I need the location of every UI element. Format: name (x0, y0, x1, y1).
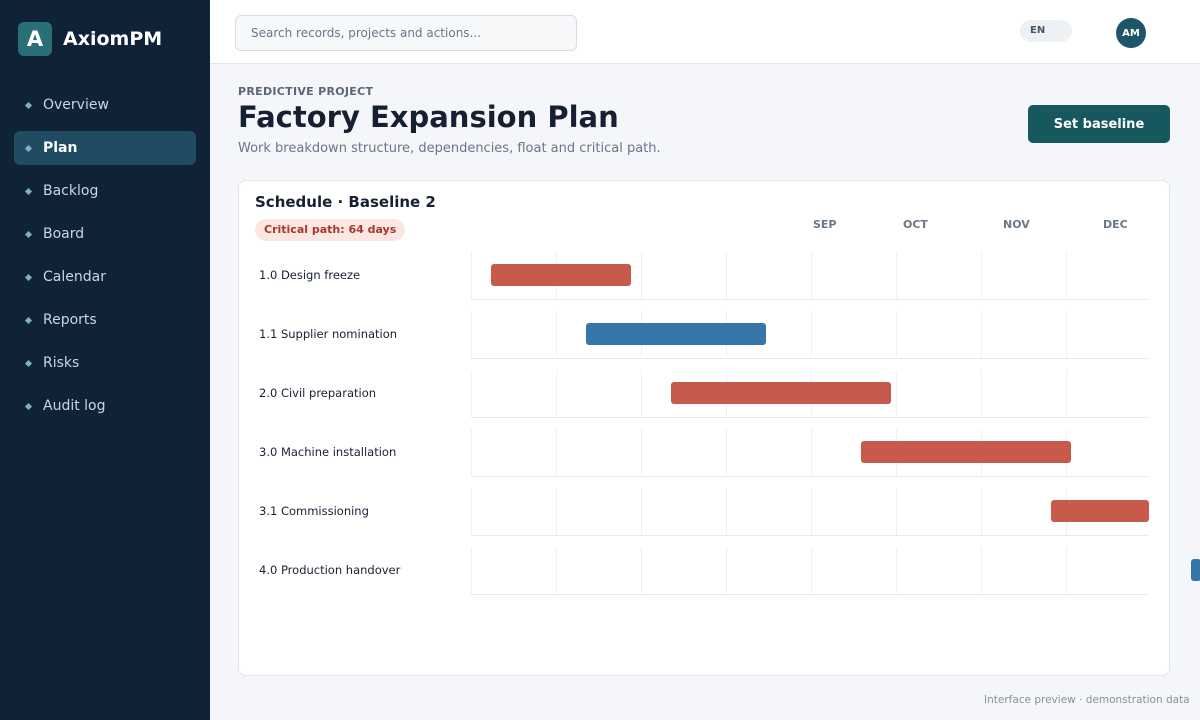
diamond-bullet-icon (24, 187, 33, 196)
task-bar-critical[interactable] (1051, 500, 1149, 522)
app-name: AxiomPM (63, 28, 163, 50)
gantt-row[interactable]: 1.0 Design freeze (239, 252, 1171, 300)
sidebar-item-label: Calendar (43, 269, 106, 285)
app-logo-icon: A (18, 22, 52, 56)
gantt-track (471, 252, 1149, 300)
task-bar-critical[interactable] (861, 441, 1071, 463)
task-bar-critical[interactable] (671, 382, 891, 404)
diamond-bullet-icon (24, 402, 33, 411)
diamond-bullet-icon (24, 273, 33, 282)
task-label: 2.0 Civil preparation (259, 386, 377, 400)
gantt-row[interactable]: 1.1 Supplier nomination (239, 311, 1171, 359)
diamond-bullet-icon (24, 144, 33, 153)
page-subtitle: Work breakdown structure, dependencies, … (238, 141, 661, 156)
month-label-nov: NOV (1003, 218, 1030, 231)
set-baseline-button[interactable]: Set baseline (1028, 105, 1170, 143)
sidebar: A AxiomPM Overview Plan Backlog Board Ca… (0, 0, 210, 720)
sidebar-item-audit-log[interactable]: Audit log (14, 389, 196, 423)
task-bar[interactable] (586, 323, 766, 345)
month-label-oct: OCT (903, 218, 928, 231)
sidebar-item-label: Audit log (43, 398, 106, 414)
avatar[interactable]: AM (1116, 18, 1146, 48)
gantt-row[interactable]: 3.0 Machine installation (239, 429, 1171, 477)
search-input[interactable] (235, 15, 577, 51)
sidebar-item-label: Plan (43, 140, 78, 156)
task-label: 4.0 Production handover (259, 563, 401, 577)
footer-note: Interface preview · demonstration data (984, 694, 1190, 706)
brand[interactable]: A AxiomPM (18, 22, 162, 56)
task-label: 1.1 Supplier nomination (259, 327, 398, 341)
topbar: EN AM (210, 0, 1200, 64)
diamond-bullet-icon (24, 230, 33, 239)
gantt-track (471, 547, 1200, 595)
sidebar-item-label: Board (43, 226, 85, 242)
sidebar-item-label: Overview (43, 97, 109, 113)
gantt-track (471, 370, 1149, 418)
gantt-row[interactable]: 3.1 Commissioning (239, 488, 1171, 536)
sidebar-item-overview[interactable]: Overview (14, 88, 196, 122)
sidebar-item-reports[interactable]: Reports (14, 303, 196, 337)
sidebar-item-calendar[interactable]: Calendar (14, 260, 196, 294)
schedule-title: Schedule · Baseline 2 (255, 193, 436, 211)
sidebar-item-plan[interactable]: Plan (14, 131, 196, 165)
diamond-bullet-icon (24, 316, 33, 325)
gantt-row[interactable]: 2.0 Civil preparation (239, 370, 1171, 418)
diamond-bullet-icon (24, 101, 33, 110)
gantt-track (471, 488, 1149, 536)
sidebar-item-backlog[interactable]: Backlog (14, 174, 196, 208)
task-bar[interactable] (1191, 559, 1200, 581)
sidebar-item-label: Risks (43, 355, 80, 371)
page-title: Factory Expansion Plan (238, 100, 619, 134)
task-label: 3.1 Commissioning (259, 504, 369, 518)
month-label-sep: SEP (813, 218, 837, 231)
task-label: 1.0 Design freeze (259, 268, 361, 282)
language-toggle[interactable]: EN (1020, 20, 1072, 42)
month-label-dec: DEC (1103, 218, 1128, 231)
sidebar-item-label: Reports (43, 312, 97, 328)
task-label: 3.0 Machine installation (259, 445, 397, 459)
sidebar-item-board[interactable]: Board (14, 217, 196, 251)
schedule-card: Schedule · Baseline 2 Critical path: 64 … (238, 180, 1200, 676)
task-bar-critical[interactable] (491, 264, 631, 286)
sidebar-item-label: Backlog (43, 183, 99, 199)
diamond-bullet-icon (24, 359, 33, 368)
sidebar-nav: Overview Plan Backlog Board Calendar Rep… (14, 88, 196, 432)
gantt-track (471, 429, 1149, 477)
sidebar-item-risks[interactable]: Risks (14, 346, 196, 380)
critical-path-badge: Critical path: 64 days (255, 219, 406, 241)
gantt-track (471, 311, 1149, 359)
page-eyebrow: PREDICTIVE PROJECT (238, 85, 374, 98)
gantt-row[interactable]: 4.0 Production handover (239, 547, 1200, 595)
